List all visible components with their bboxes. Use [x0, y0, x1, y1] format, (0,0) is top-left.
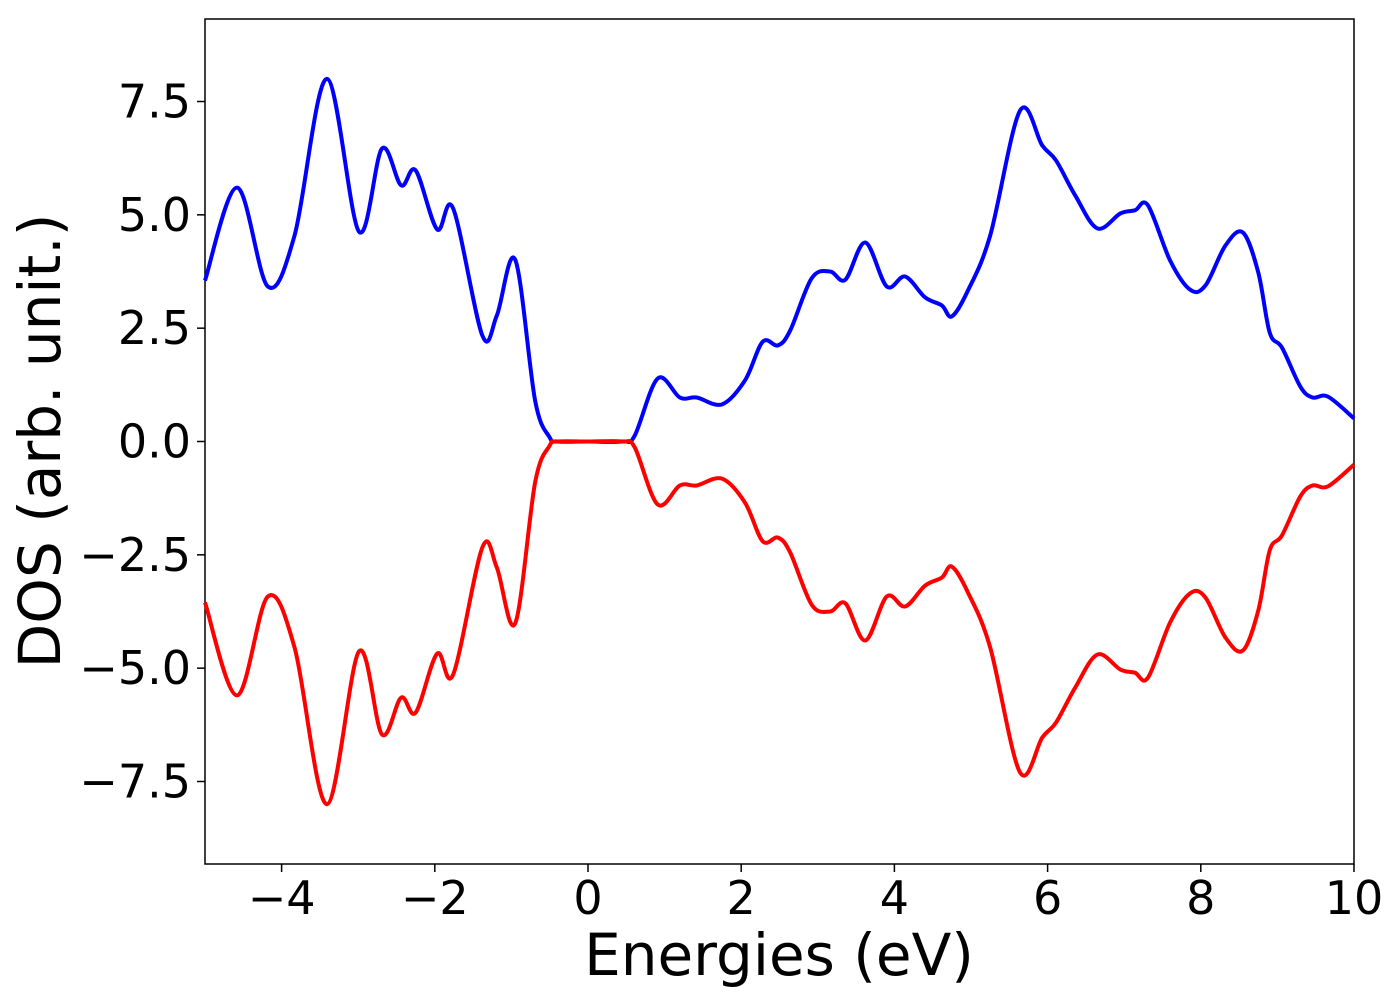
- y-tick-label: 7.5: [118, 75, 191, 129]
- plot-frame: [204, 18, 1355, 865]
- y-tick-label: −7.5: [79, 754, 191, 808]
- dos-line: [203, 438, 1356, 807]
- y-tick-label: 2.5: [118, 301, 191, 355]
- y-tick-label: 5.0: [118, 188, 191, 242]
- y-axis-label: DOS (arb. unit.): [6, 214, 74, 669]
- x-axis-label: Energies (eV): [584, 921, 974, 989]
- x-tick-label: 0: [573, 871, 602, 925]
- dos-line: [203, 76, 1356, 445]
- x-tick-label: 6: [1033, 871, 1062, 925]
- y-tick-label: −2.5: [79, 528, 191, 582]
- y-tick-label: −5.0: [79, 641, 191, 695]
- y-tick-label: 0.0: [118, 415, 191, 469]
- x-tick-label: 8: [1186, 871, 1215, 925]
- x-tick-label: −2: [401, 871, 469, 925]
- x-tick-label: 10: [1325, 871, 1384, 925]
- x-tick-label: −4: [248, 871, 316, 925]
- x-tick-label: 2: [727, 871, 756, 925]
- x-tick-label: 4: [880, 871, 909, 925]
